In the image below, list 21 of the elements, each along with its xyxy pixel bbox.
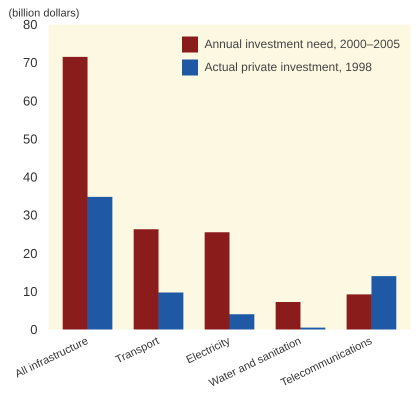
- y-tick-label: 0: [30, 322, 38, 337]
- legend-label: Annual investment need, 2000–2005: [204, 37, 400, 51]
- y-tick-label: 10: [23, 284, 38, 299]
- y-tick-label: 50: [23, 131, 38, 146]
- y-tick-label: 30: [23, 208, 38, 223]
- bar: [230, 314, 254, 330]
- y-tick-label: 40: [23, 170, 38, 184]
- legend-label: Actual private investment, 1998: [204, 60, 373, 74]
- bar: [346, 294, 372, 330]
- y-tick-label: 20: [23, 246, 38, 261]
- bar: [134, 229, 159, 330]
- bar: [204, 232, 230, 330]
- y-axis-title: (billion dollars): [8, 8, 80, 20]
- bar: [371, 276, 396, 330]
- y-tick-label: 70: [23, 55, 38, 70]
- bar: [62, 56, 88, 330]
- bar: [158, 292, 184, 330]
- bar: [276, 302, 300, 330]
- bar: [88, 196, 112, 330]
- y-tick-label: 60: [23, 93, 38, 108]
- y-tick-label: 80: [23, 17, 38, 32]
